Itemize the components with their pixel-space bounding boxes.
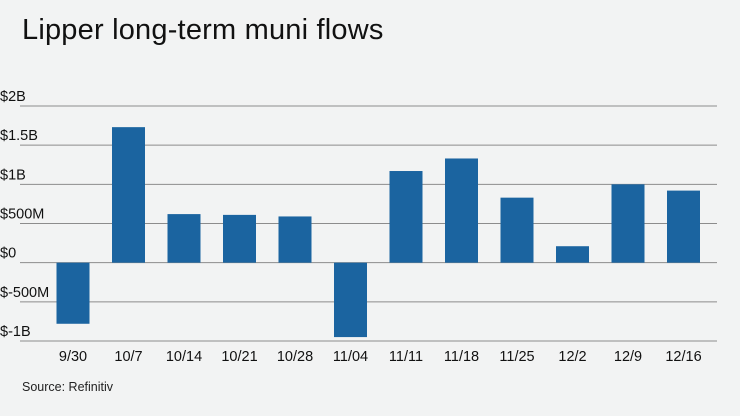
y-tick-label: $1.5B xyxy=(0,128,38,144)
x-tick-label: 12/16 xyxy=(665,349,701,365)
y-axis-labels: $2B $1.5B $1B $500M $0 $-500M $-1B xyxy=(0,89,49,340)
x-tick-label: 12/2 xyxy=(558,349,586,365)
bar-9-30 xyxy=(56,262,90,324)
x-tick-label: 11/04 xyxy=(333,349,368,365)
y-tick-label: $2B xyxy=(0,89,26,105)
bar-10-7 xyxy=(112,127,145,263)
bar-11-18 xyxy=(445,158,478,263)
bar-10-14 xyxy=(167,214,201,263)
bar-10-21 xyxy=(223,214,256,263)
x-tick-label: 10/28 xyxy=(277,349,313,365)
x-tick-label: 11/25 xyxy=(499,349,534,365)
x-tick-label: 10/21 xyxy=(221,349,257,365)
x-tick-label: 9/30 xyxy=(59,349,87,365)
bars xyxy=(56,127,700,338)
y-tick-label: $1B xyxy=(0,167,26,183)
y-tick-label: $500M xyxy=(0,207,44,223)
x-tick-label: 11/18 xyxy=(444,349,479,365)
bar-11-11 xyxy=(389,171,423,263)
y-tick-label: $-500M xyxy=(0,285,49,301)
bar-10-28 xyxy=(278,216,312,263)
bar-12-9 xyxy=(611,184,645,263)
source-note: Source: Refinitiv xyxy=(22,380,114,394)
bar-12-16 xyxy=(667,190,700,263)
x-tick-label: 10/14 xyxy=(166,349,202,365)
bar-11-25 xyxy=(500,197,534,263)
chart-title: Lipper long-term muni flows xyxy=(22,14,384,46)
bar-11-04 xyxy=(334,262,367,338)
x-axis-labels: 9/30 10/7 10/14 10/21 10/28 11/04 11/11 11/18 11… xyxy=(59,349,702,365)
y-tick-label: $-1B xyxy=(0,324,31,340)
y-tick-label: $0 xyxy=(0,246,16,262)
bar-12-2 xyxy=(556,246,589,263)
x-tick-label: 12/9 xyxy=(614,349,642,365)
x-tick-label: 11/11 xyxy=(389,349,423,365)
x-tick-label: 10/7 xyxy=(114,349,142,365)
